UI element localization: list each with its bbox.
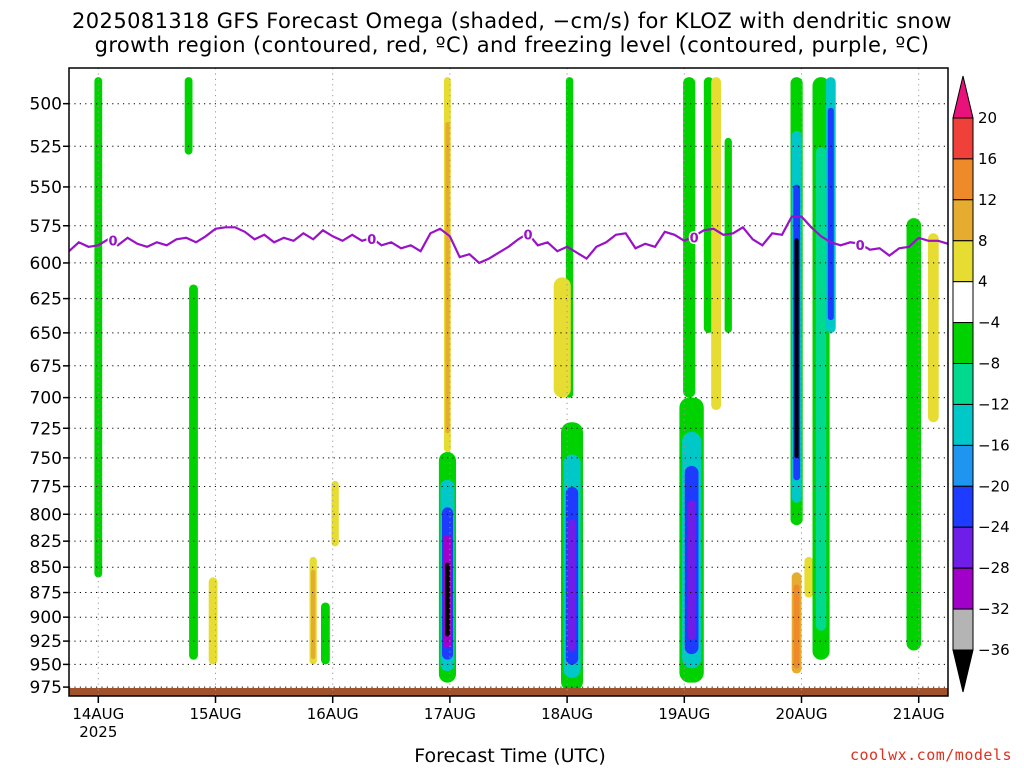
omega-cell [906,218,922,651]
ground-strip [69,687,948,696]
freezing-level-contour: 0 0 0 0 0 [69,215,948,265]
omega-cell [794,238,799,458]
colorbar-label: −8 [978,355,1000,373]
omega-cell [321,602,330,665]
omega-cell [310,569,316,659]
x-axis-label: Forecast Time (UTC) [414,745,606,767]
chart-title-line-1: 2025081318 GFS Forecast Omega (shaded, −… [72,9,952,33]
omega-cell [804,556,814,598]
freezing-level-label: 0 [856,239,865,254]
omega-cell [711,77,721,410]
omega-cell [827,107,834,321]
y-tick-label: 775 [30,478,62,498]
colorbar-label: 8 [978,232,988,250]
y-tick-label: 800 [30,505,62,525]
omega-cell [445,562,450,637]
colorbar-bin [952,117,974,160]
y-tick-label: 500 [30,95,62,115]
colorbar-label: −24 [978,518,1010,536]
freezing-level-label: 0 [108,234,117,249]
y-tick-label: 925 [30,632,62,652]
colorbar-top-triangle [952,75,974,119]
omega-cell [445,122,450,434]
colorbar-bin [952,322,974,365]
omega-cell [184,77,193,155]
colorbar-bin [952,281,974,324]
colorbar-bin [952,526,974,569]
freezing-level-label: 0 [690,231,699,246]
colorbar-label: 16 [978,150,997,168]
x-tick-label: 16AUG [307,705,359,723]
y-tick-label: 825 [30,532,62,552]
x-tick-label: 20AUG [776,705,828,723]
y-tick-label: 950 [30,655,62,675]
colorbar-bin [952,404,974,446]
y-tick-label: 600 [30,254,62,274]
y-tick-label: 575 [30,217,62,237]
y-tick-label: 675 [30,357,62,377]
x-tick-label: 14AUG [72,705,124,723]
omega-cell [331,480,339,547]
plot-frame [68,67,949,697]
colorbar-bin [952,608,974,651]
colorbar-label: −36 [978,641,1010,659]
x-tick-label: 18AUG [541,705,593,723]
x-tick-label: 21AUG [893,705,945,723]
y-tick-label: 875 [30,584,62,604]
axes: 500 525 550 575 600 625 650 675 700 725 750 775 800 8… [30,67,949,741]
omega-cell [793,584,800,669]
omega-cell [553,277,571,398]
y-tick-label: 700 [30,389,62,409]
colorbar-bin [952,240,974,283]
x-tick-label: 15AUG [190,705,242,723]
y-tick-label: 975 [30,678,62,698]
colorbar-label: −16 [978,436,1010,454]
colorbar-label: −4 [978,314,1000,332]
freezing-level-label: 0 [367,233,376,248]
y-tick-label: 725 [30,419,62,439]
colorbar-label: −28 [978,559,1010,577]
y-tick-label: 625 [30,290,62,310]
y-tick-label: 525 [30,137,62,157]
x-tick-label: 19AUG [658,705,710,723]
omega-cell [687,500,696,640]
x-tick-sublabel: 2025 [79,723,117,741]
omega-cell [724,137,732,333]
y-tick-label: 850 [30,558,62,578]
colorbar-bottom-triangle [952,649,974,693]
colorbar-label: 4 [978,273,988,291]
omega-shading [69,77,948,696]
grid-lines [69,68,948,696]
freezing-level-label: 0 [523,228,532,243]
omega-cell [815,147,827,631]
omega-cell [208,577,218,665]
colorbar: 20 16 12 8 4 −4 −8 −12 −16 −20 −24 −28 −32 −36 [952,75,1010,693]
omega-cell [703,77,714,333]
omega-cell [928,233,939,423]
colorbar-label: 20 [978,109,997,127]
y-tick-label: 750 [30,449,62,469]
credit-text[interactable]: coolwx.com/models [849,746,1012,764]
colorbar-label: −20 [978,477,1010,495]
colorbar-bin [952,158,974,201]
y-tick-label: 650 [30,324,62,344]
colorbar-bin [952,444,974,487]
colorbar-bin [952,199,974,242]
freezing-level-line [69,215,948,265]
colorbar-label: −12 [978,396,1010,414]
x-tick-label: 17AUG [424,705,476,723]
omega-cell [189,284,198,660]
omega-cell [568,519,576,652]
colorbar-bin [952,485,974,528]
colorbar-bin [952,363,974,405]
colorbar-bin [952,567,974,610]
colorbar-label: −32 [978,600,1010,618]
y-tick-label: 900 [30,608,62,628]
y-tick-label: 550 [30,178,62,198]
colorbar-label: 12 [978,191,997,209]
chart-title-line-2: growth region (contoured, red, ºC) and f… [94,33,930,57]
